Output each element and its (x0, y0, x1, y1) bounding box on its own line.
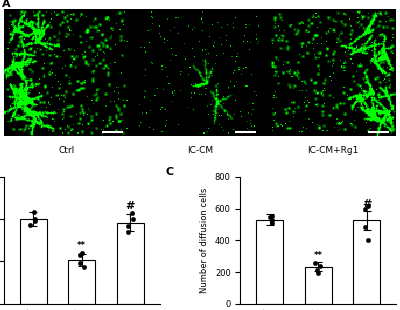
Point (80, 265, 87, 270)
Point (124, 224, 131, 228)
Point (32, 217, 38, 222)
Point (78, 250, 85, 255)
Text: #: # (362, 199, 372, 209)
Point (269, 220, 276, 225)
Point (130, 217, 137, 222)
Point (362, 206, 368, 211)
Bar (68, 260, 95, 304)
Point (32, 218, 38, 223)
Point (267, 215, 274, 220)
Point (316, 263, 323, 268)
Point (77, 252, 83, 257)
Point (31, 210, 37, 215)
Point (365, 238, 371, 243)
Point (315, 270, 322, 275)
Text: IC-CM+Rg1: IC-CM+Rg1 (307, 146, 359, 155)
Point (128, 211, 135, 216)
Text: IC-CM: IC-CM (187, 146, 213, 155)
Text: #: # (126, 201, 135, 211)
Y-axis label: Number of diffusion cells: Number of diffusion cells (200, 188, 209, 293)
Point (312, 261, 318, 266)
Text: A: A (2, 0, 11, 9)
Point (27, 223, 33, 228)
Text: **: ** (77, 241, 86, 250)
Bar (354, 220, 380, 304)
Text: Ctrl: Ctrl (59, 146, 75, 155)
Point (125, 229, 131, 234)
Point (314, 267, 320, 272)
Text: C: C (166, 167, 174, 177)
Point (362, 224, 368, 229)
Bar (305, 267, 332, 304)
Bar (20, 219, 46, 304)
Point (269, 213, 276, 218)
Point (268, 218, 275, 223)
Point (76, 261, 83, 266)
Text: **: ** (314, 251, 323, 260)
Point (365, 204, 372, 209)
Bar (117, 223, 144, 304)
Bar (256, 220, 283, 304)
